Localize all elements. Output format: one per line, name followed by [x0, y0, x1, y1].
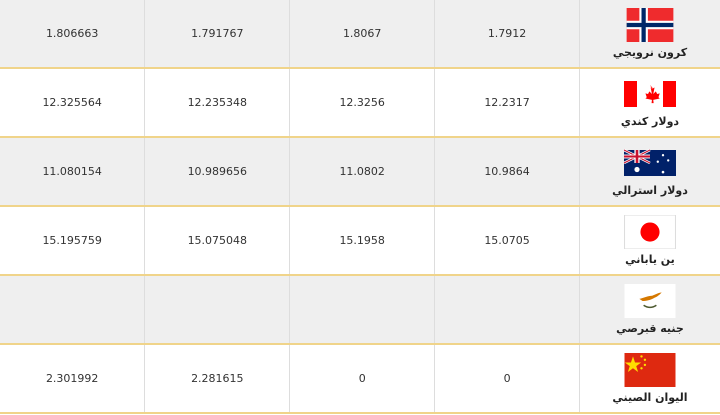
currency-name: دولار كندي: [620, 115, 680, 128]
canada-flag-icon: [624, 81, 676, 107]
currency-name: دولار استرالي: [612, 184, 688, 197]
cell-2: 2.281615: [144, 344, 291, 414]
cell-2: 12.235348: [144, 68, 291, 138]
currency-cell: ين ياباني: [579, 206, 720, 276]
cell-4: [434, 275, 580, 345]
currency-cell: دولار كندي: [579, 68, 720, 138]
cell-1: 11.080154: [0, 137, 146, 207]
currency-name: ين ياباني: [625, 253, 675, 266]
cell-4: 0: [434, 344, 580, 414]
table-row: 2.301992 2.281615 0 0 اليوان الصيني: [0, 344, 720, 414]
cell-3: 0: [289, 344, 436, 414]
cell-3: 11.0802: [289, 137, 436, 207]
cell-2: [144, 275, 291, 345]
cell-1: 2.301992: [0, 344, 146, 414]
cyprus-flag-icon: [624, 284, 676, 318]
cell-4: 1.7912: [434, 0, 580, 69]
table-row: جنيه قبرصي: [0, 275, 720, 345]
currency-cell: دولار استرالي: [579, 137, 720, 207]
australia-flag-icon: [624, 148, 676, 176]
norway-flag-icon: [626, 8, 674, 42]
currency-cell: اليوان الصيني: [579, 344, 720, 414]
cell-3: 1.8067: [289, 0, 436, 69]
currency-cell: كرون نرويجي: [579, 0, 720, 69]
currency-name: اليوان الصيني: [612, 391, 688, 404]
table-row: 1.806663 1.791767 1.8067 1.7912 كرون نرو…: [0, 0, 720, 69]
currency-name: كرون نرويجي: [612, 46, 688, 59]
cell-3: 12.3256: [289, 68, 436, 138]
currency-name: جنيه قبرصي: [616, 322, 684, 335]
cell-1: 1.806663: [0, 0, 146, 69]
table-row: 11.080154 10.989656 11.0802 10.9864 دولا…: [0, 137, 720, 207]
cell-1: 12.325564: [0, 68, 146, 138]
japan-flag-icon: [624, 215, 676, 249]
cell-3: 15.1958: [289, 206, 436, 276]
cell-1: 15.195759: [0, 206, 146, 276]
cell-4: 10.9864: [434, 137, 580, 207]
cell-4: 15.0705: [434, 206, 580, 276]
china-flag-icon: [624, 353, 676, 387]
cell-2: 1.791767: [144, 0, 291, 69]
cell-4: 12.2317: [434, 68, 580, 138]
cell-1: [0, 275, 146, 345]
cell-3: [289, 275, 436, 345]
table-row: 12.325564 12.235348 12.3256 12.2317 دولا…: [0, 68, 720, 138]
cell-2: 10.989656: [144, 137, 291, 207]
cell-2: 15.075048: [144, 206, 291, 276]
table-row: 15.195759 15.075048 15.1958 15.0705 ين ي…: [0, 206, 720, 276]
currency-cell: جنيه قبرصي: [579, 275, 720, 345]
